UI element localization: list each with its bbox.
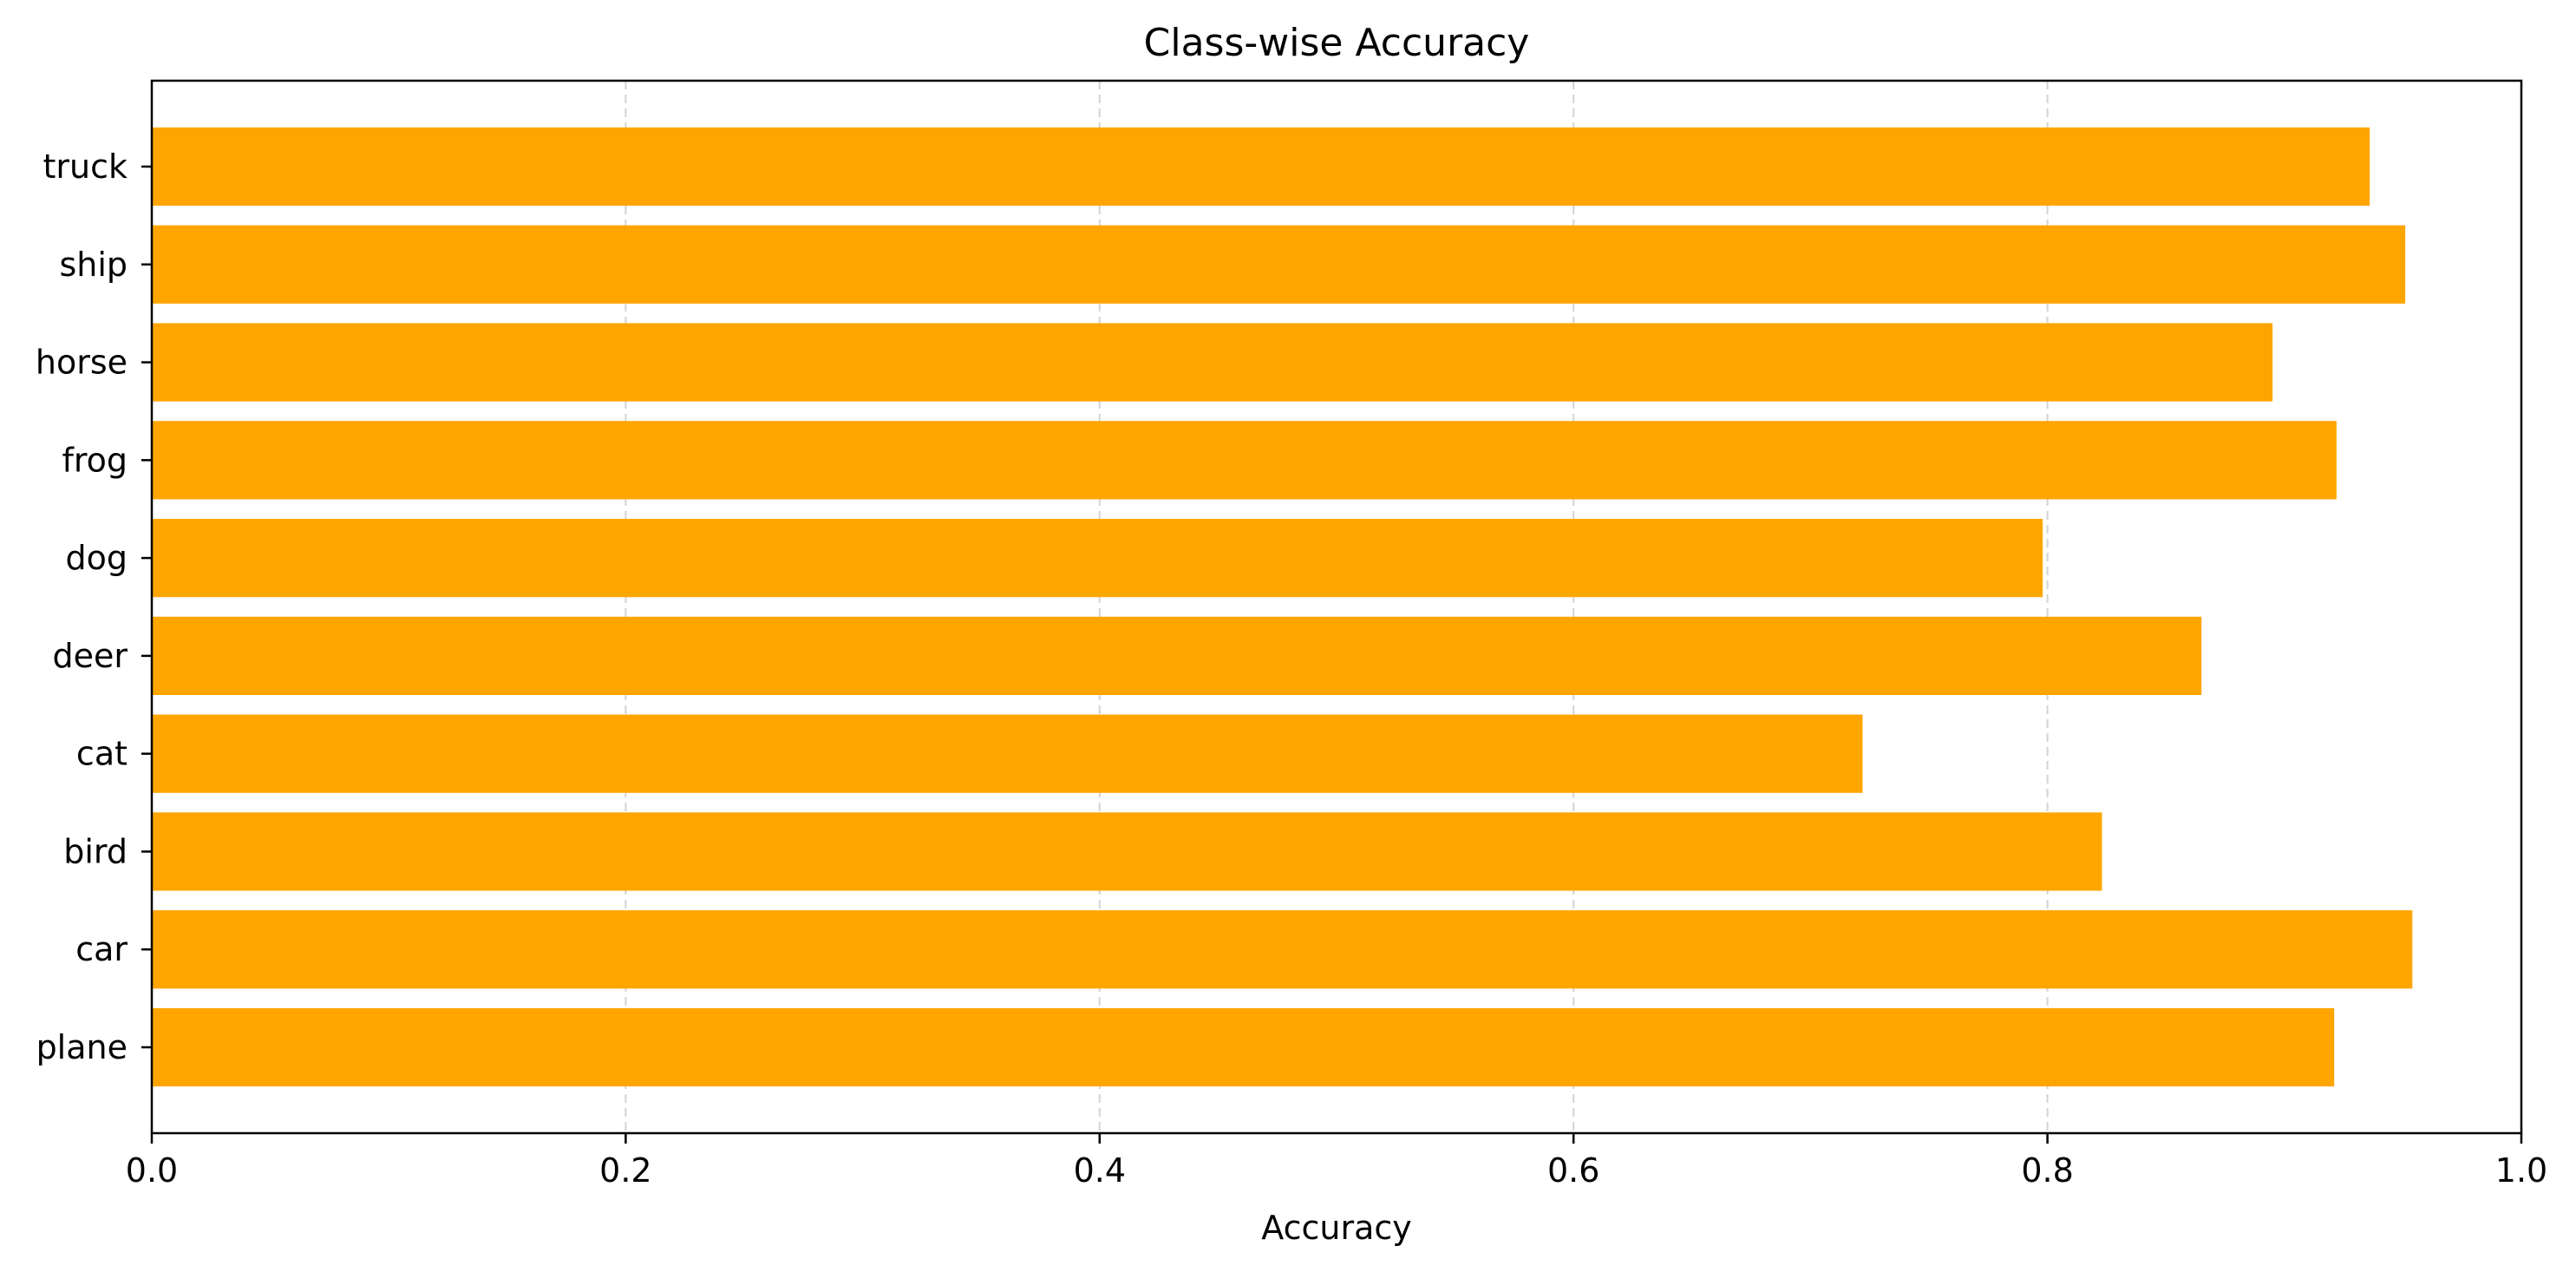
x-tick-label: 0.4: [1074, 1151, 1126, 1190]
y-tick-label-dog: dog: [66, 539, 128, 577]
x-tick-label: 0.8: [2021, 1151, 2073, 1190]
y-tick-label-deer: deer: [52, 637, 127, 675]
bar-plane: [152, 1007, 2335, 1087]
plot-frame: [150, 79, 2523, 1135]
bar-cat: [152, 714, 1863, 793]
bar-deer: [152, 616, 2202, 695]
x-tick-label: 0.6: [1547, 1151, 1599, 1190]
y-tick-label-horse: horse: [36, 344, 127, 382]
y-tick-label-bird: bird: [63, 832, 127, 870]
bar-truck: [152, 127, 2370, 207]
y-tick-label-truck: truck: [42, 148, 127, 186]
bar-ship: [152, 225, 2406, 304]
bar-bird: [152, 812, 2102, 891]
y-tick-label-plane: plane: [36, 1028, 127, 1066]
x-axis-label: Accuracy: [1261, 1209, 1412, 1247]
y-tick-label-ship: ship: [59, 246, 127, 284]
x-tick-label: 1.0: [2495, 1151, 2547, 1190]
bar-frog: [152, 421, 2337, 500]
y-tick-label-cat: cat: [76, 735, 127, 773]
y-axis: plane car bird cat deer dog frog horse ship truck: [36, 148, 152, 1066]
bar-horse: [152, 323, 2273, 402]
x-tick-label: 0.2: [599, 1151, 651, 1190]
x-axis: 0.0 0.2 0.4 0.6 0.8 1.0: [126, 1133, 2547, 1190]
chart-title: Class-wise Accuracy: [1144, 21, 1530, 65]
bar-car: [152, 910, 2413, 989]
bars-layer: [152, 127, 2413, 1087]
y-tick-label-frog: frog: [62, 441, 127, 479]
x-tick-label: 0.0: [126, 1151, 178, 1190]
bar-dog: [152, 519, 2043, 598]
y-tick-label-car: car: [75, 930, 127, 968]
